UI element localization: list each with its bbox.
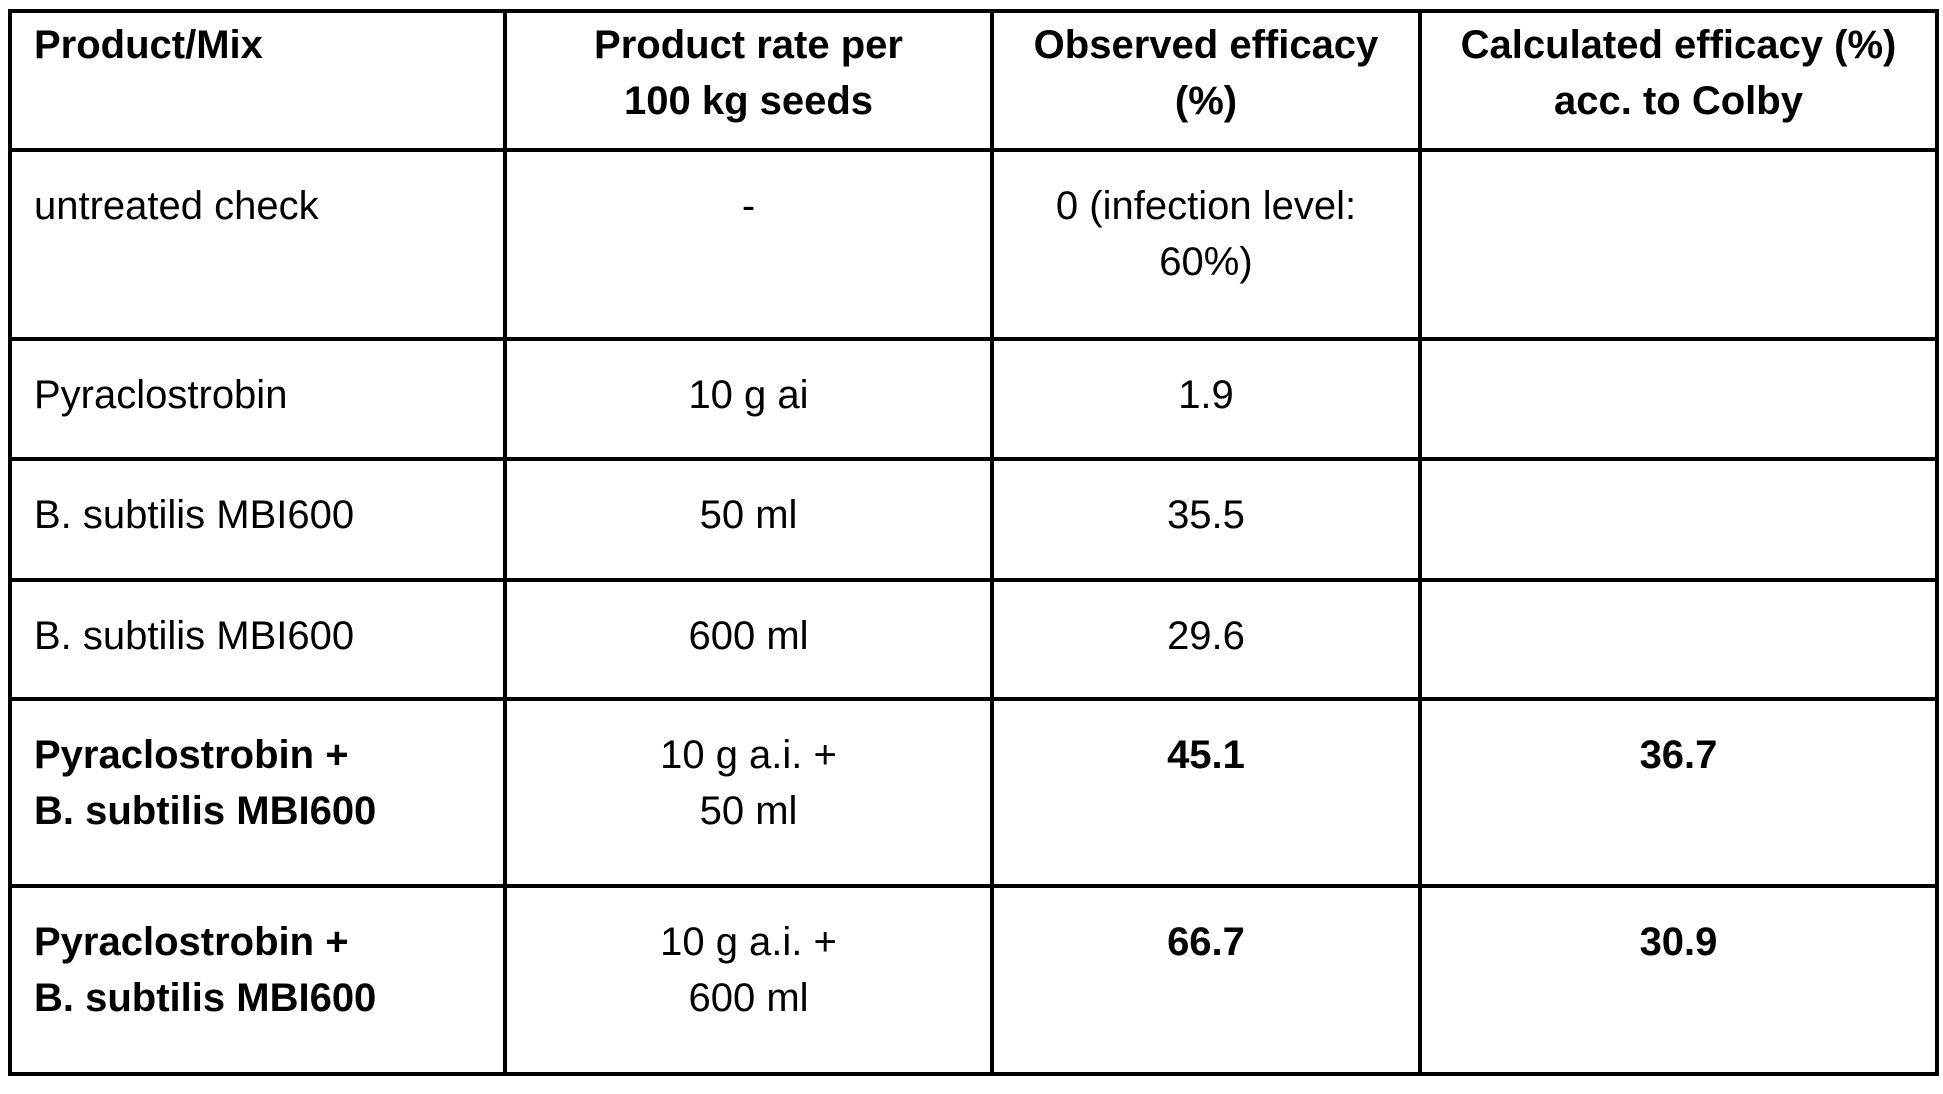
- cell-rate: 50 ml: [503, 457, 994, 582]
- cell-rate: -: [503, 148, 994, 341]
- cell-product: Pyraclostrobin + B. subtilis MBI600: [8, 697, 507, 888]
- cell-rate: 10 g a.i. + 50 ml: [503, 697, 994, 888]
- cell-product: Pyraclostrobin + B. subtilis MBI600: [8, 884, 507, 1076]
- cell-rate: 10 g a.i. + 600 ml: [503, 884, 994, 1076]
- cell-observed: 29.6: [990, 578, 1422, 701]
- cell-observed: 45.1: [990, 697, 1422, 888]
- cell-calculated: [1418, 337, 1939, 461]
- cell-calculated: [1418, 148, 1939, 341]
- cell-observed: 66.7: [990, 884, 1422, 1076]
- header-cell-product-rate: Product rate per 100 kg seeds: [503, 9, 994, 152]
- cell-calculated: 36.7: [1418, 697, 1939, 888]
- cell-rate: 10 g ai: [503, 337, 994, 461]
- cell-observed: 1.9: [990, 337, 1422, 461]
- table-row: untreated check - 0 (infection level: 60…: [8, 148, 1939, 341]
- header-cell-observed-efficacy: Observed efficacy (%): [990, 9, 1422, 152]
- table-row: B. subtilis MBI600 600 ml 29.6: [8, 578, 1939, 701]
- table-row: Pyraclostrobin + B. subtilis MBI600 10 g…: [8, 697, 1939, 888]
- cell-observed: 35.5: [990, 457, 1422, 582]
- cell-product: Pyraclostrobin: [8, 337, 507, 461]
- cell-calculated: 30.9: [1418, 884, 1939, 1076]
- header-cell-product-mix: Product/Mix: [8, 9, 507, 152]
- cell-observed: 0 (infection level: 60%): [990, 148, 1422, 341]
- cell-calculated: [1418, 457, 1939, 582]
- cell-calculated: [1418, 578, 1939, 701]
- cell-product: B. subtilis MBI600: [8, 578, 507, 701]
- table-row: Pyraclostrobin + B. subtilis MBI600 10 g…: [8, 884, 1939, 1076]
- table-row: Pyraclostrobin 10 g ai 1.9: [8, 337, 1939, 461]
- header-row: Product/Mix Product rate per 100 kg seed…: [8, 9, 1939, 152]
- cell-product: untreated check: [8, 148, 507, 341]
- efficacy-table: Product/Mix Product rate per 100 kg seed…: [8, 9, 1939, 1076]
- table-row: B. subtilis MBI600 50 ml 35.5: [8, 457, 1939, 582]
- cell-rate: 600 ml: [503, 578, 994, 701]
- header-cell-calculated-efficacy: Calculated efficacy (%) acc. to Colby: [1418, 9, 1939, 152]
- cell-product: B. subtilis MBI600: [8, 457, 507, 582]
